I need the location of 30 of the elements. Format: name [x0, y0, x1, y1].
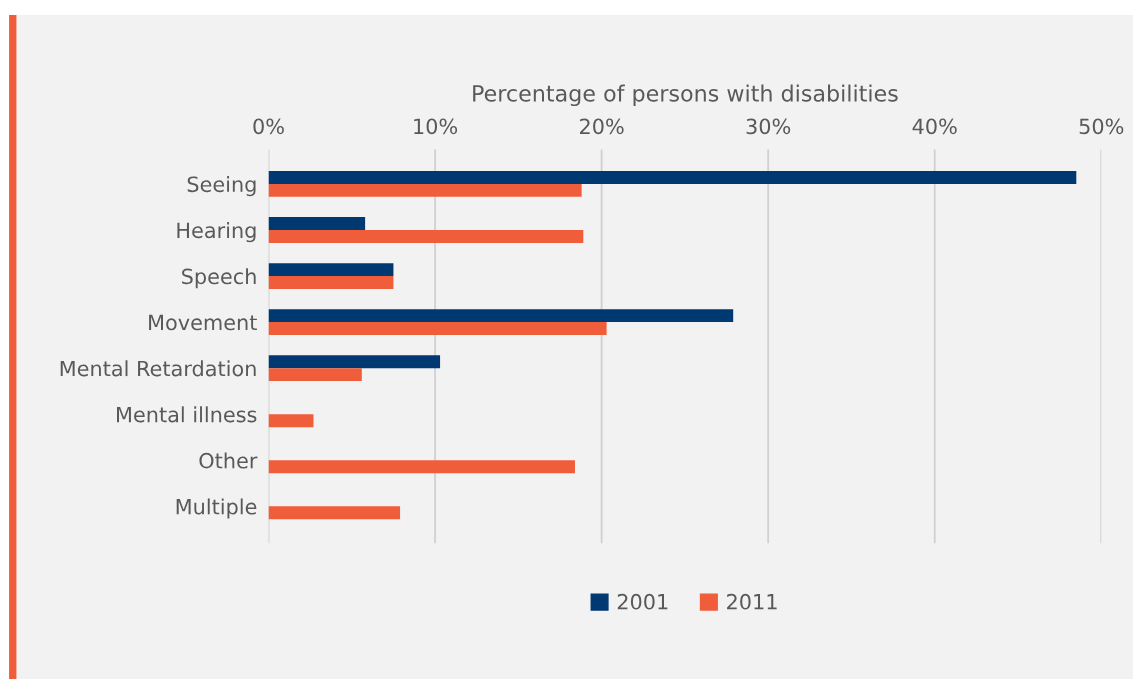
bar [268, 276, 394, 289]
y-tick-label: Other [199, 452, 258, 469]
bar [268, 229, 584, 243]
x-tick-label: 0% [253, 118, 284, 135]
x-axis-title: Percentage of persons with disabilities [473, 84, 898, 107]
x-tick-label: 50% [1079, 118, 1124, 135]
bar [268, 171, 1077, 184]
legend-label: 2011 [727, 593, 777, 610]
bar [268, 183, 582, 197]
bar [268, 263, 394, 277]
y-tick-label: Seeing [187, 176, 256, 197]
y-tick-label: Mental illness [117, 406, 257, 423]
y-tick-label: Speech [182, 268, 256, 289]
bar [268, 460, 575, 474]
y-tick-label: Multiple [176, 498, 257, 519]
y-tick-label: Hearing [177, 222, 256, 243]
legend-label: 2001 [617, 593, 668, 610]
bar [268, 506, 401, 520]
bar [268, 309, 734, 323]
y-tick-label: Movement [149, 314, 257, 331]
y-tick-label: Mental Retardation [60, 360, 256, 377]
x-tick-label: 10% [414, 118, 458, 135]
x-tick-label: 20% [580, 118, 624, 135]
bar [268, 414, 314, 428]
bar [268, 322, 607, 336]
x-tick-label: 30% [746, 118, 791, 135]
bar [268, 368, 362, 382]
bar [268, 355, 441, 369]
x-tick-label: 40% [912, 118, 957, 135]
bar [268, 217, 366, 230]
